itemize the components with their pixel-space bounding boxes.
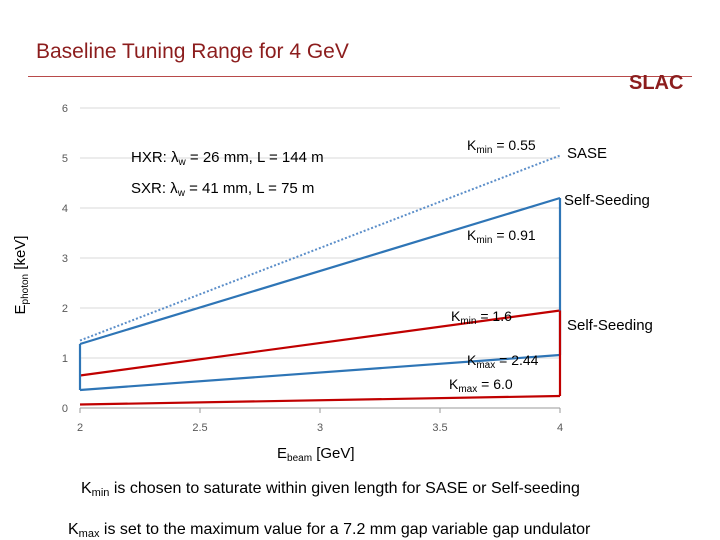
series-line-sxr_kmin xyxy=(79,309,561,377)
hxr-parameters-label: HXR: λw = 26 mm, L = 144 m xyxy=(131,149,324,168)
series-line-hxr_sase xyxy=(79,154,561,342)
sxr-parameters-label: SXR: λw = 41 mm, L = 75 m xyxy=(131,180,315,199)
x-axis-label: Ebeam [GeV] xyxy=(277,445,355,464)
series-line-hxr_selfseed xyxy=(79,196,561,346)
title-divider xyxy=(28,76,692,77)
kmax-244-label: Kmax = 2.44 xyxy=(467,352,539,371)
kmin-16-label: Kmin = 1.6 xyxy=(451,308,512,327)
sase-label: SASE xyxy=(567,145,608,162)
kmin-note: Kmin is chosen to saturate within given … xyxy=(81,480,580,499)
y-tick-label-0: 0 xyxy=(62,403,68,415)
y-tick-label-5: 5 xyxy=(62,153,68,165)
slide-title: Baseline Tuning Range for 4 GeV xyxy=(36,40,349,63)
x-tick-label-3: 3 xyxy=(317,422,323,434)
y-tick-label-4: 4 xyxy=(62,203,68,215)
slac-logo: SLAC xyxy=(629,72,684,94)
y-tick-label-1: 1 xyxy=(62,353,68,365)
x-tick-label-3.5: 3.5 xyxy=(432,422,447,434)
kmax-60-label: Kmax = 6.0 xyxy=(449,376,513,395)
kmin-091-label: Kmin = 0.91 xyxy=(467,227,536,246)
y-axis-label: Ephoton [keV] xyxy=(12,235,31,315)
kmax-note: Kmax is set to the maximum value for a 7… xyxy=(68,521,591,540)
x-tick-label-4: 4 xyxy=(557,422,563,434)
self-seeding-sxr-label: Self-Seeding xyxy=(567,317,653,334)
x-tick-label-2.5: 2.5 xyxy=(192,422,207,434)
kmin-055-label: Kmin = 0.55 xyxy=(467,137,536,156)
y-tick-label-2: 2 xyxy=(62,303,68,315)
y-tick-label-3: 3 xyxy=(62,253,68,265)
series-line-sxr_kmax xyxy=(79,394,561,406)
x-tick-label-2: 2 xyxy=(77,422,83,434)
y-tick-label-6: 6 xyxy=(62,103,68,115)
self-seeding-hxr-label: Self-Seeding xyxy=(564,192,650,209)
series-line-hxr_kmax xyxy=(79,353,561,392)
